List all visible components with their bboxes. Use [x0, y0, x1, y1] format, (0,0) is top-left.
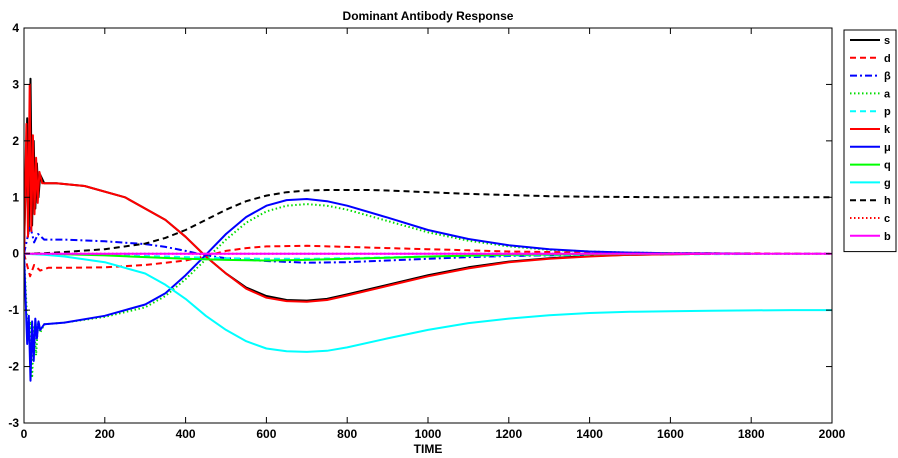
series-line-3 — [24, 224, 711, 264]
legend-label: k — [884, 124, 891, 136]
x-tick-label: 1400 — [576, 427, 603, 441]
legend-label: p — [884, 106, 891, 118]
y-tick-label: -3 — [8, 416, 19, 430]
x-tick-label: 1200 — [495, 427, 522, 441]
series-line-2 — [24, 244, 832, 278]
x-tick-label: 400 — [176, 427, 196, 441]
series-line-9 — [24, 252, 832, 353]
legend-label: g — [884, 177, 891, 189]
series-group — [24, 77, 832, 382]
x-tick-label: 1000 — [415, 427, 442, 441]
legend-label: q — [884, 160, 891, 172]
legend-label: μ — [884, 142, 891, 154]
y-tick-label: 3 — [12, 77, 19, 91]
x-tick-label: 600 — [256, 427, 276, 441]
plot-background — [24, 28, 832, 423]
series-line-10 — [24, 189, 832, 255]
x-tick-label: 1800 — [738, 427, 765, 441]
y-tick-label: 2 — [12, 134, 19, 148]
series-line-6 — [24, 83, 711, 303]
y-tick-label: -2 — [8, 360, 19, 374]
x-tick-label: 1600 — [657, 427, 684, 441]
chart-title: Dominant Antibody Response — [343, 9, 514, 23]
plot-area — [24, 28, 832, 423]
x-axis-label: TIME — [414, 442, 443, 456]
x-tick-label: 0 — [21, 427, 28, 441]
axes — [23, 27, 833, 424]
y-tick-label: 4 — [12, 21, 19, 35]
legend-box — [843, 29, 897, 253]
y-tick-label: 1 — [12, 190, 19, 204]
legend-label: d — [884, 53, 891, 65]
legend-label: β — [884, 71, 891, 83]
legend-label: h — [884, 195, 891, 207]
legend-label: a — [884, 88, 891, 100]
legend-label: b — [884, 231, 891, 243]
x-tick-label: 200 — [95, 427, 115, 441]
series-line-7 — [24, 198, 752, 382]
legend-label: c — [884, 213, 890, 225]
y-tick-label: 0 — [12, 247, 19, 261]
x-tick-label: 2000 — [819, 427, 846, 441]
legend-label: s — [884, 35, 890, 47]
tick-labels: 0 200 400 600 800 1000 1200 1400 1600 1800 2000 -3 -… — [8, 21, 845, 441]
y-tick-label: -1 — [8, 303, 19, 317]
x-tick-label: 800 — [337, 427, 357, 441]
series-line-8 — [24, 252, 671, 262]
